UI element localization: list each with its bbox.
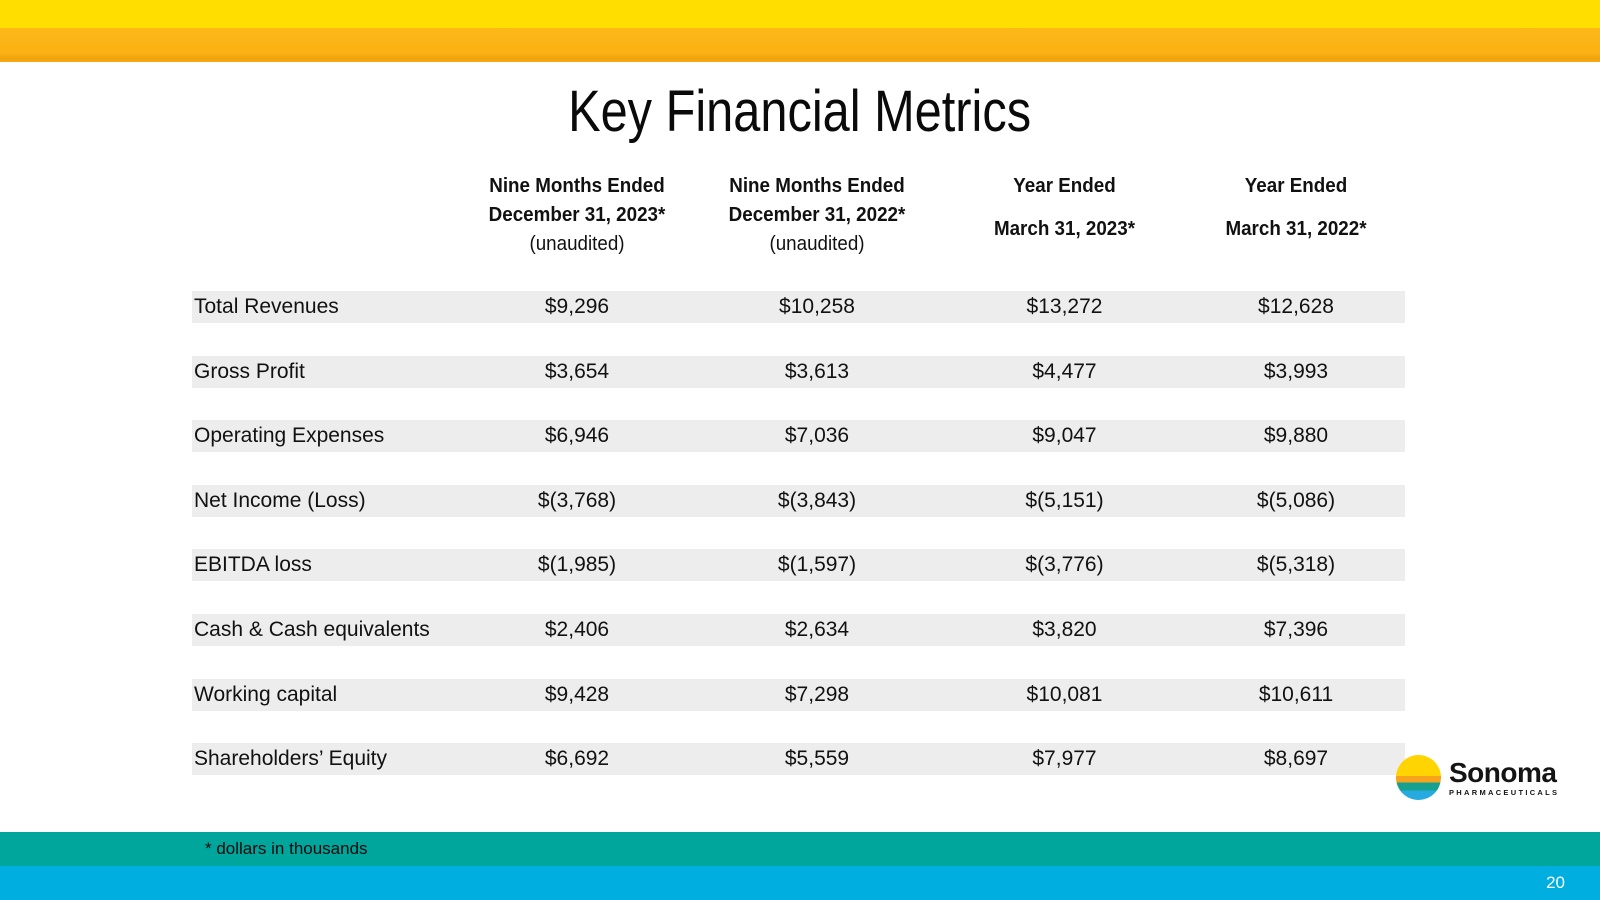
cell-value: $9,880 bbox=[1263, 424, 1329, 448]
cell-value: $7,298 bbox=[784, 682, 850, 706]
header-line2: December 31, 2022* bbox=[728, 204, 906, 226]
row-label: EBITDA loss bbox=[194, 553, 312, 577]
row-label: Gross Profit bbox=[194, 359, 305, 383]
table-row: Operating Expenses $6,946 $7,036 $9,047 $9,8… bbox=[192, 420, 1405, 453]
header-line1: Year Ended bbox=[1244, 175, 1348, 197]
footnote-bar: * dollars in thousands bbox=[0, 832, 1600, 866]
top-yellow-bar bbox=[0, 0, 1600, 28]
page-number: 20 bbox=[1546, 873, 1565, 892]
cell-value: $6,692 bbox=[544, 747, 610, 771]
cell-value: $3,654 bbox=[544, 359, 610, 383]
table-row: Net Income (Loss) $(3,768) $(3,843) $(5,151… bbox=[192, 484, 1405, 517]
cell-value: $2,634 bbox=[784, 617, 850, 641]
cell-value: $7,977 bbox=[1032, 747, 1097, 771]
cell-value: $13,272 bbox=[1026, 295, 1103, 318]
cell-value: $5,559 bbox=[784, 747, 850, 771]
cell-value: $(1,597) bbox=[777, 553, 857, 577]
row-label: Working capital bbox=[194, 682, 338, 706]
cell-value: $(3,776) bbox=[1025, 553, 1104, 577]
logo-wordmark: Sonoma bbox=[1449, 756, 1557, 788]
table-row: Total Revenues $9,296 $10,258 $13,272 $12,62… bbox=[192, 291, 1405, 323]
cell-value: $3,820 bbox=[1032, 617, 1097, 641]
cell-value: $3,993 bbox=[1263, 359, 1329, 383]
cell-value: $9,047 bbox=[1032, 424, 1097, 448]
row-label: Net Income (Loss) bbox=[194, 488, 366, 512]
row-label: Shareholders’ Equity bbox=[194, 747, 387, 771]
cell-value: $10,081 bbox=[1026, 682, 1103, 706]
sonoma-sun-icon bbox=[1396, 755, 1441, 800]
row-label: Total Revenues bbox=[194, 295, 339, 318]
cell-value: $(5,086) bbox=[1256, 488, 1336, 512]
table-row: Gross Profit $3,654 $3,613 $4,477 $3,993 bbox=[192, 355, 1405, 388]
table-row: EBITDA loss $(1,985) $(1,597) $(3,776) $(5,3… bbox=[192, 549, 1405, 582]
cell-value: $9,428 bbox=[544, 682, 610, 706]
header-label-spacer bbox=[192, 172, 462, 259]
table-row: Shareholders’ Equity $6,692 $5,559 $7,977 $8… bbox=[192, 743, 1405, 776]
header-line3: (unaudited) bbox=[769, 233, 865, 255]
column-header-2: Nine Months Ended December 31, 2022* (unau… bbox=[700, 172, 935, 259]
page-title-text: Key Financial Metrics bbox=[568, 79, 1032, 144]
logo-subtext: PHARMACEUTICALS bbox=[1449, 787, 1560, 797]
cell-value: $12,628 bbox=[1258, 295, 1334, 318]
column-header-3: Year Ended March 31, 2023* bbox=[949, 172, 1179, 259]
header-line1: Year Ended bbox=[1013, 175, 1116, 197]
cell-value: $9,296 bbox=[544, 295, 610, 318]
cell-value: $10,611 bbox=[1258, 682, 1334, 706]
cell-value: $10,258 bbox=[779, 295, 855, 318]
header-line1: Nine Months Ended bbox=[489, 175, 665, 197]
row-label: Cash & Cash equivalents bbox=[194, 617, 430, 641]
column-header-1: Nine Months Ended December 31, 2023* (unau… bbox=[469, 172, 685, 259]
cell-value: $(3,768) bbox=[537, 488, 617, 512]
cell-value: $(5,318) bbox=[1256, 553, 1336, 577]
cell-value: $4,477 bbox=[1032, 359, 1097, 383]
cell-value: $8,697 bbox=[1263, 747, 1329, 771]
table-row: Cash & Cash equivalents $2,406 $2,634 $3,82… bbox=[192, 613, 1405, 646]
top-orange-bar bbox=[0, 28, 1600, 62]
header-line2: December 31, 2023* bbox=[488, 204, 666, 226]
column-header-4: Year Ended March 31, 2022* bbox=[1194, 172, 1399, 259]
footnote: * dollars in thousands bbox=[205, 839, 368, 858]
table-header-row: Nine Months Ended December 31, 2023* (unau… bbox=[192, 172, 1405, 259]
cell-value: $2,406 bbox=[544, 617, 610, 641]
cell-value: $(1,985) bbox=[537, 553, 617, 577]
cell-value: $(5,151) bbox=[1025, 488, 1104, 512]
row-label: Operating Expenses bbox=[194, 424, 385, 448]
logo-text: Sonoma PHARMACEUTICALS bbox=[1449, 756, 1560, 797]
cell-value: $7,396 bbox=[1263, 617, 1329, 641]
table-row: Working capital $9,428 $7,298 $10,081 $10,61… bbox=[192, 678, 1405, 711]
cell-value: $3,613 bbox=[784, 359, 850, 383]
sonoma-logo: Sonoma PHARMACEUTICALS bbox=[1396, 755, 1559, 800]
header-line3: (unaudited) bbox=[529, 233, 625, 255]
metrics-table: Total Revenues $9,296 $10,258 $13,272 $12,62… bbox=[192, 291, 1405, 776]
cell-value: $6,946 bbox=[544, 424, 610, 448]
header-line2: March 31, 2023* bbox=[993, 218, 1136, 240]
page-title: Key Financial Metrics bbox=[0, 78, 1600, 145]
header-line2: March 31, 2022* bbox=[1225, 218, 1367, 240]
header-line1: Nine Months Ended bbox=[729, 175, 905, 197]
cell-value: $7,036 bbox=[784, 424, 850, 448]
footer-bar: 20 bbox=[0, 866, 1600, 900]
cell-value: $(3,843) bbox=[777, 488, 857, 512]
